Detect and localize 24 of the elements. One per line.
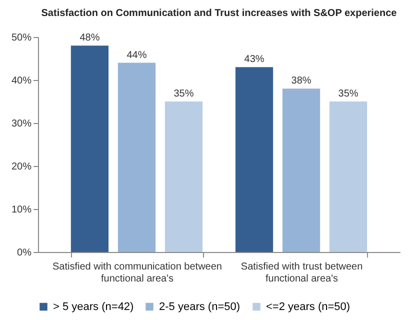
legend-label: > 5 years (n=42) <box>53 300 134 313</box>
data-label: 35% <box>174 88 194 100</box>
bar <box>235 67 274 252</box>
chart-title: Satisfaction on Communication and Trust increases with S&OP experience <box>41 8 398 19</box>
y-tick-label: 30% <box>11 118 32 130</box>
data-label: 35% <box>338 88 358 100</box>
data-label: 43% <box>244 54 264 66</box>
data-label: 48% <box>80 32 100 44</box>
bar <box>118 62 156 252</box>
bar <box>282 88 320 252</box>
legend-label: <=2 years (n=50) <box>266 300 350 313</box>
y-tick-label: 40% <box>11 76 32 86</box>
data-label: 44% <box>126 50 147 61</box>
bar <box>329 102 368 252</box>
data-label: 38% <box>291 76 312 87</box>
bar <box>70 46 109 252</box>
bar <box>164 102 203 252</box>
legend-label: 2-5 years (n=50) <box>159 300 240 313</box>
x-tick-label: Satisfied with trust between functional area's <box>240 262 363 284</box>
x-tick-label: Satisfied with communication between functional area's <box>52 262 222 284</box>
y-tick-label: 10% <box>11 204 32 216</box>
y-tick-label: 50% <box>11 32 32 44</box>
y-tick-label: 0% <box>17 248 32 258</box>
y-tick-label: 20% <box>11 162 32 172</box>
